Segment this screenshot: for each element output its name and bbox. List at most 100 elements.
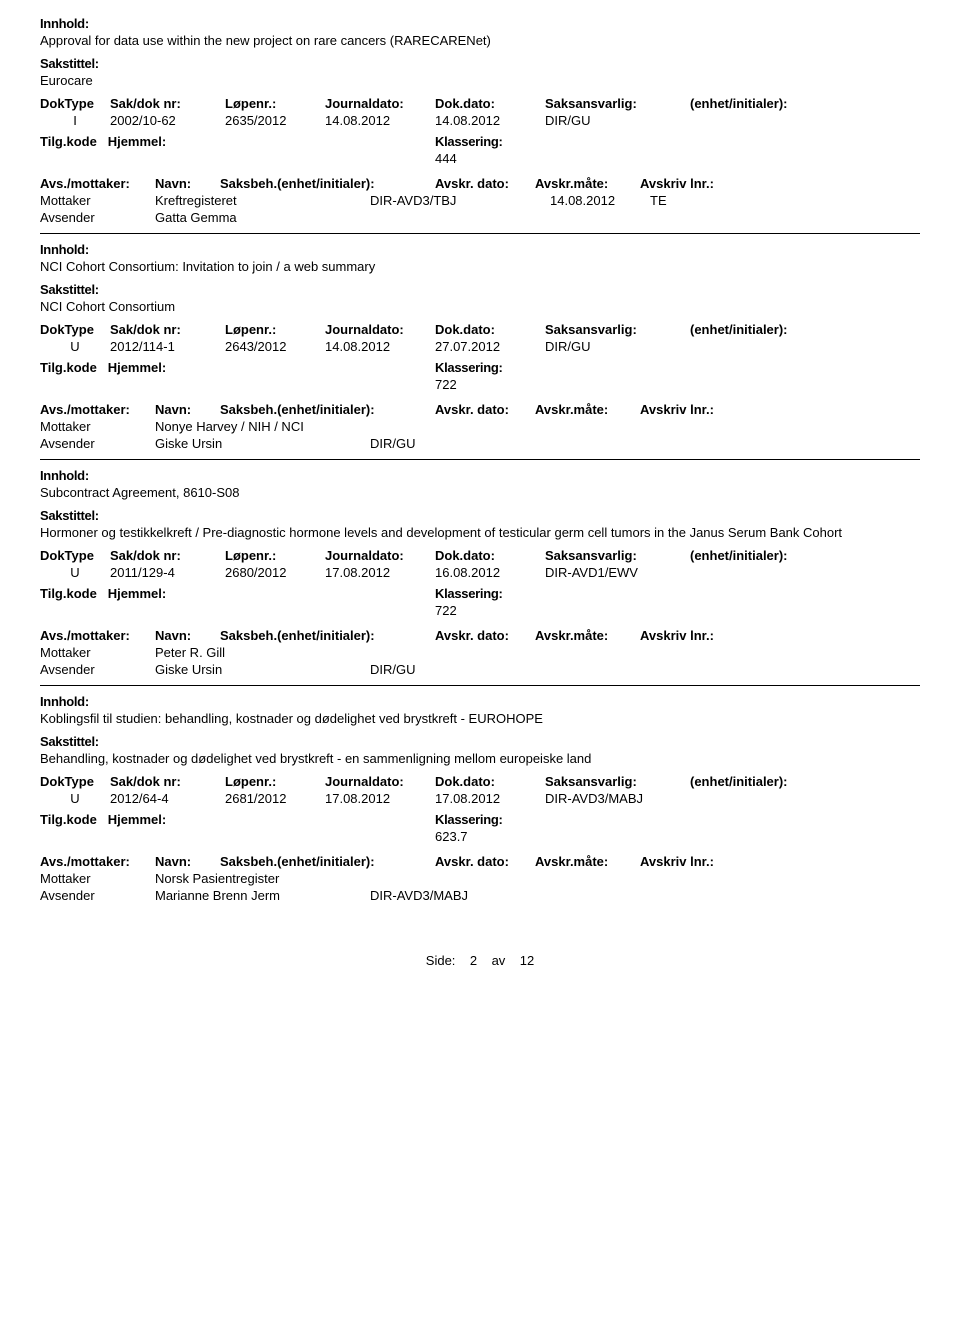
col-avskrmate-header: Avskr.måte: [535, 402, 640, 417]
col-avskrmate-header: Avskr.måte: [535, 176, 640, 191]
sakstittel-value: Behandling, kostnader og dødelighet ved … [40, 751, 920, 766]
parties-rows: Mottaker Norsk Pasientregister Avsender … [40, 871, 920, 903]
meta-data-row: I 2002/10-62 2635/2012 14.08.2012 14.08.… [40, 113, 920, 128]
col-sakdok-header: Sak/dok nr: [110, 96, 225, 111]
party-navn: Marianne Brenn Jerm [155, 888, 370, 903]
col-avskrdato-header: Avskr. dato: [435, 402, 535, 417]
meta-header-row: DokType Sak/dok nr: Løpenr.: Journaldato… [40, 548, 920, 563]
col-dokdato-header: Dok.dato: [435, 548, 545, 563]
col-lopenr-header: Løpenr.: [225, 548, 325, 563]
footer-side-label: Side: [426, 953, 456, 968]
tilg-label-group: Tilg.kode Hjemmel: [40, 360, 435, 392]
party-avskrdato [550, 436, 650, 451]
party-avskrmate [650, 419, 755, 434]
meta-data-row: U 2011/129-4 2680/2012 17.08.2012 16.08.… [40, 565, 920, 580]
journal-record: Innhold: Approval for data use within th… [40, 16, 920, 234]
party-avskrdato [550, 662, 650, 677]
col-sakdok-header: Sak/dok nr: [110, 774, 225, 789]
party-row: Avsender Giske Ursin DIR/GU [40, 436, 920, 451]
party-saksbeh [370, 645, 550, 660]
party-avskrdato [550, 210, 650, 225]
col-dokdato-header: Dok.dato: [435, 774, 545, 789]
col-saksbeh-header: Saksbeh.(enhet/initialer): [220, 402, 435, 417]
sakdok-value: 2012/114-1 [110, 339, 225, 354]
party-saksbeh: DIR/GU [370, 662, 550, 677]
party-avskrivlnr [755, 645, 920, 660]
journal-record: Innhold: Koblingsfil til studien: behand… [40, 694, 920, 903]
party-navn: Giske Ursin [155, 662, 370, 677]
tilgkode-label: Tilg.kode [40, 134, 97, 149]
col-sakdok-header: Sak/dok nr: [110, 548, 225, 563]
col-sakdok-header: Sak/dok nr: [110, 322, 225, 337]
lopenr-value: 2643/2012 [225, 339, 325, 354]
col-journaldato-header: Journaldato: [325, 774, 435, 789]
hjemmel-label: Hjemmel: [108, 812, 167, 827]
tilgkode-label: Tilg.kode [40, 586, 97, 601]
record-divider [40, 459, 920, 460]
sakstittel-label: Sakstittel: [40, 734, 920, 749]
hjemmel-label: Hjemmel: [108, 134, 167, 149]
party-row: Mottaker Kreftregisteret DIR-AVD3/TBJ 14… [40, 193, 920, 208]
col-enhet-header: (enhet/initialer): [690, 322, 920, 337]
journaldato-value: 14.08.2012 [325, 339, 435, 354]
parties-rows: Mottaker Peter R. Gill Avsender Giske Ur… [40, 645, 920, 677]
party-saksbeh: DIR/GU [370, 436, 550, 451]
party-saksbeh [370, 871, 550, 886]
saksansvarlig-value: DIR-AVD1/EWV [545, 565, 690, 580]
parties-header-row: Avs./mottaker: Navn: Saksbeh.(enhet/init… [40, 402, 920, 417]
journal-record: Innhold: NCI Cohort Consortium: Invitati… [40, 242, 920, 460]
sakdok-value: 2012/64-4 [110, 791, 225, 806]
col-avskrmate-header: Avskr.måte: [535, 854, 640, 869]
party-row: Mottaker Norsk Pasientregister [40, 871, 920, 886]
enhet-value [690, 565, 920, 580]
col-avskrdato-header: Avskr. dato: [435, 176, 535, 191]
innhold-value: Approval for data use within the new pro… [40, 33, 920, 48]
party-row: Avsender Marianne Brenn Jerm DIR-AVD3/MA… [40, 888, 920, 903]
doktype-value: U [40, 791, 110, 806]
col-avskrivlnr-header: Avskriv lnr.: [640, 628, 920, 643]
party-row: Mottaker Peter R. Gill [40, 645, 920, 660]
col-doktype-header: DokType [40, 96, 110, 111]
party-avskrdato [550, 871, 650, 886]
col-avskrivlnr-header: Avskriv lnr.: [640, 402, 920, 417]
party-avskrdato [550, 419, 650, 434]
klassering-label: Klassering: [435, 812, 920, 827]
journal-record: Innhold: Subcontract Agreement, 8610-S08… [40, 468, 920, 686]
col-avskrmate-header: Avskr.måte: [535, 628, 640, 643]
party-navn: Nonye Harvey / NIH / NCI [155, 419, 370, 434]
party-avskrivlnr [755, 662, 920, 677]
col-avskrivlnr-header: Avskriv lnr.: [640, 176, 920, 191]
saksansvarlig-value: DIR/GU [545, 113, 690, 128]
enhet-value [690, 339, 920, 354]
party-navn: Norsk Pasientregister [155, 871, 370, 886]
col-saksbeh-header: Saksbeh.(enhet/initialer): [220, 176, 435, 191]
party-row: Avsender Gatta Gemma [40, 210, 920, 225]
party-avskrmate [650, 645, 755, 660]
klassering-label: Klassering: [435, 586, 920, 601]
party-row: Mottaker Nonye Harvey / NIH / NCI [40, 419, 920, 434]
klassering-block: Klassering: 623.7 [435, 812, 920, 844]
saksansvarlig-value: DIR/GU [545, 339, 690, 354]
innhold-label: Innhold: [40, 694, 920, 709]
party-role: Avsender [40, 436, 155, 451]
party-navn: Peter R. Gill [155, 645, 370, 660]
party-avskrivlnr [755, 210, 920, 225]
footer-av-label: av [492, 953, 506, 968]
party-role: Mottaker [40, 871, 155, 886]
col-saksbeh-header: Saksbeh.(enhet/initialer): [220, 854, 435, 869]
col-avsmottaker-header: Avs./mottaker: [40, 628, 155, 643]
col-enhet-header: (enhet/initialer): [690, 548, 920, 563]
innhold-label: Innhold: [40, 468, 920, 483]
tilg-label-group: Tilg.kode Hjemmel: [40, 134, 435, 166]
sakstittel-value: NCI Cohort Consortium [40, 299, 920, 314]
col-doktype-header: DokType [40, 548, 110, 563]
party-avskrmate [650, 662, 755, 677]
party-saksbeh: DIR-AVD3/MABJ [370, 888, 550, 903]
party-avskrdato [550, 645, 650, 660]
lopenr-value: 2681/2012 [225, 791, 325, 806]
enhet-value [690, 791, 920, 806]
col-saksansvarlig-header: Saksansvarlig: [545, 774, 690, 789]
page-footer: Side: 2 av 12 [40, 953, 920, 968]
party-saksbeh [370, 210, 550, 225]
col-journaldato-header: Journaldato: [325, 548, 435, 563]
